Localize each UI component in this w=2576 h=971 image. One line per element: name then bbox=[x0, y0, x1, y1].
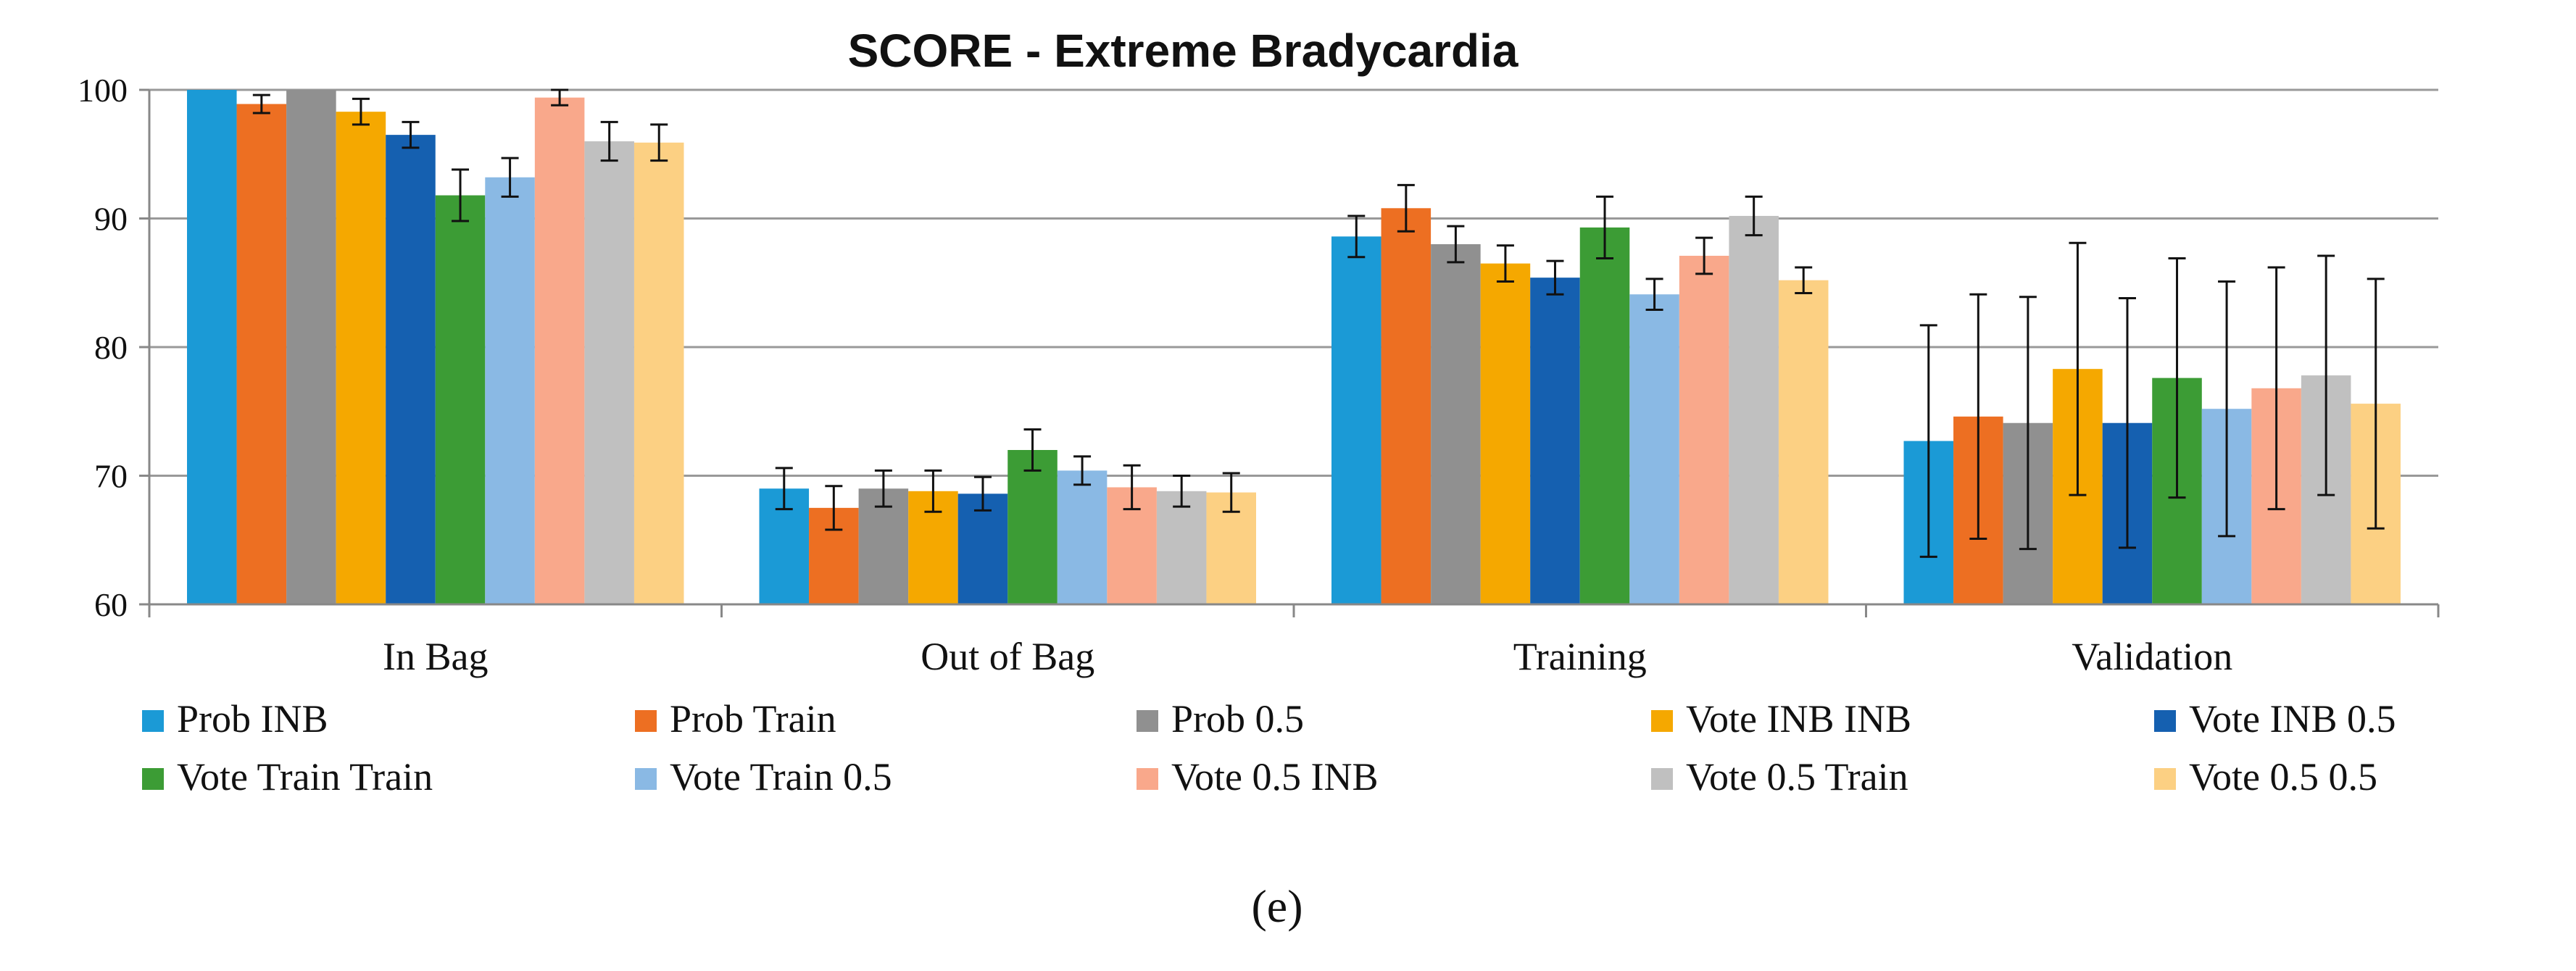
legend-swatch bbox=[635, 768, 657, 790]
legend-swatch bbox=[635, 710, 657, 732]
x-tick-label: Validation bbox=[2072, 635, 2232, 678]
bar bbox=[485, 177, 535, 604]
y-tick-label: 90 bbox=[94, 201, 128, 238]
legend-swatch bbox=[2154, 710, 2176, 732]
legend-swatch bbox=[1651, 768, 1673, 790]
bar bbox=[1480, 263, 1531, 604]
legend-label: Vote 0.5 0.5 bbox=[2189, 755, 2377, 799]
bar bbox=[1679, 255, 1729, 604]
legend-label: Prob Train bbox=[670, 697, 836, 741]
bar bbox=[957, 493, 1008, 604]
bar bbox=[1007, 450, 1058, 604]
legend-label: Vote Train 0.5 bbox=[670, 755, 892, 799]
bar bbox=[633, 142, 684, 604]
legend-swatch bbox=[142, 768, 164, 790]
legend-swatch bbox=[1137, 768, 1158, 790]
y-tick-label: 100 bbox=[78, 72, 128, 109]
legend-label: Vote INB 0.5 bbox=[2189, 697, 2396, 741]
bar bbox=[1629, 294, 1679, 604]
bar bbox=[1381, 208, 1432, 604]
y-tick-label: 80 bbox=[94, 329, 128, 366]
error-bars bbox=[252, 88, 2385, 558]
legend-swatch bbox=[142, 710, 164, 732]
figure-caption: (e) bbox=[1251, 880, 1302, 932]
bar bbox=[286, 90, 336, 604]
bar bbox=[1431, 244, 1481, 604]
y-tick-label: 60 bbox=[94, 586, 128, 623]
bar bbox=[1579, 227, 1630, 604]
x-axis: In Bag Out of Bag Training Validation bbox=[148, 603, 2440, 678]
bar bbox=[1530, 278, 1580, 604]
bar bbox=[187, 90, 237, 604]
bar bbox=[858, 488, 909, 604]
legend-label: Vote 0.5 INB bbox=[1171, 755, 1379, 799]
chart-title: SCORE - Extreme Bradycardia bbox=[848, 25, 1518, 77]
bar bbox=[1331, 236, 1382, 604]
legend-swatch bbox=[2154, 768, 2176, 790]
x-tick-label: Training bbox=[1513, 635, 1647, 678]
legend: Prob INB Prob Train Prob 0.5 Vote INB INB Vo… bbox=[142, 697, 2396, 799]
legend-label: Prob INB bbox=[177, 697, 328, 741]
bar bbox=[336, 112, 386, 605]
bar bbox=[1156, 491, 1207, 604]
bar bbox=[236, 104, 287, 604]
bar bbox=[584, 141, 634, 604]
bar bbox=[386, 135, 436, 604]
legend-swatch bbox=[1137, 710, 1158, 732]
bar bbox=[1778, 280, 1829, 604]
legend-swatch bbox=[1651, 710, 1673, 732]
legend-label: Prob 0.5 bbox=[1171, 697, 1304, 741]
y-tick-label: 70 bbox=[94, 458, 128, 495]
x-tick-label: In Bag bbox=[383, 635, 488, 678]
y-axis-ticks: 60 70 80 90 100 bbox=[78, 72, 151, 623]
bar bbox=[1729, 215, 1779, 604]
bar bbox=[1057, 470, 1108, 604]
bar bbox=[534, 97, 585, 604]
legend-label: Vote 0.5 Train bbox=[1686, 755, 1908, 799]
bar bbox=[435, 195, 486, 604]
legend-label: Vote INB INB bbox=[1686, 697, 1911, 741]
x-tick-label: Out of Bag bbox=[921, 635, 1094, 678]
legend-label: Vote Train Train bbox=[177, 755, 433, 799]
